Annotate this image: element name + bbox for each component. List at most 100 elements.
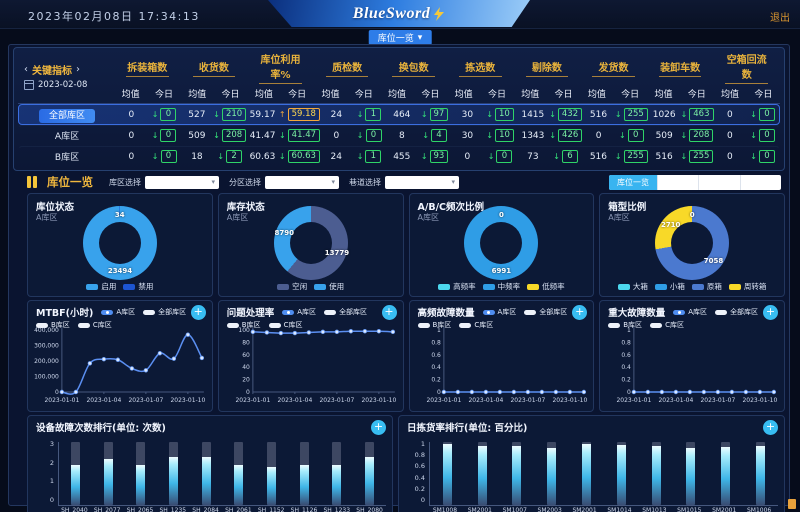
bar-column[interactable]: [92, 442, 125, 505]
svg-text:2023-01-07: 2023-01-07: [701, 397, 736, 404]
segment-option-1[interactable]: [657, 174, 698, 190]
prev-page-icon[interactable]: ‹: [24, 64, 28, 75]
bar-column[interactable]: [353, 442, 386, 505]
bar-chart-area[interactable]: 3 2 1 0 SH_2040 SH_2077 SH_2065 SH_1235 SH_2084 S…: [34, 440, 386, 512]
bar-column[interactable]: [604, 442, 639, 505]
kpi-row[interactable]: B库区 0 ↓ 0 18 ↓ 2 60.63 ↓ 60.63 24 ↓ 1 455 ↓ 93 0 ↓ 0 73 ↓ 6 51…: [18, 146, 780, 167]
donut-chart[interactable]: [82, 206, 157, 280]
bar-column[interactable]: [157, 442, 190, 505]
legend-item[interactable]: A库区: [101, 307, 135, 317]
legend-item[interactable]: C库区: [650, 320, 684, 330]
kpi-subheader-avg: 均值: [188, 90, 207, 100]
legend-item[interactable]: 全部库区: [324, 307, 367, 317]
trend-down-icon: ↓: [549, 110, 556, 119]
bar-column[interactable]: [288, 442, 321, 505]
legend-item[interactable]: 全部库区: [715, 307, 758, 317]
legend-item[interactable]: 大箱: [617, 281, 648, 292]
donut-chart[interactable]: [655, 206, 730, 280]
aisle-select[interactable]: ▾: [385, 175, 459, 189]
area-select[interactable]: ▾: [145, 175, 219, 189]
segment-option-2[interactable]: [698, 174, 739, 190]
bar-column[interactable]: [430, 442, 465, 505]
zone-select[interactable]: ▾: [265, 175, 339, 189]
segment-option-3[interactable]: [739, 174, 781, 190]
bar-column[interactable]: [674, 442, 709, 505]
donut-chart[interactable]: [273, 206, 348, 280]
expand-button[interactable]: +: [190, 305, 206, 320]
donut-chart[interactable]: [464, 206, 539, 280]
legend-item[interactable]: B库区: [36, 320, 70, 330]
bar-column[interactable]: [255, 442, 288, 505]
legend-item[interactable]: 低频率: [527, 281, 565, 292]
bar-column[interactable]: [569, 442, 604, 505]
bar-column[interactable]: [124, 442, 157, 505]
legend-item[interactable]: 高频率: [438, 281, 476, 292]
bar-column[interactable]: [743, 442, 778, 505]
legend-item[interactable]: 启用: [86, 281, 116, 292]
bar-track: [201, 442, 211, 505]
expand-button[interactable]: +: [763, 420, 778, 435]
legend-item[interactable]: 使用: [314, 281, 344, 292]
legend-item[interactable]: C库区: [77, 320, 112, 330]
legend-item[interactable]: A库区: [482, 307, 516, 317]
next-page-icon[interactable]: ›: [76, 64, 80, 75]
bar-chart-area[interactable]: 1 0.8 0.6 0.4 0.2 0 SM1008_ 1 SM2001_ 1 SM1007_ …: [405, 440, 778, 512]
kpi-today-value: ↓ 0: [148, 150, 181, 163]
bar-column[interactable]: [223, 442, 256, 505]
kpi-subheader-today: 今日: [621, 90, 640, 100]
axis-tick-label: 2: [49, 458, 54, 467]
datetime-display: 2023年02月08日 17:34:13: [28, 10, 200, 23]
svg-text:100: 100: [238, 327, 250, 334]
kpi-row[interactable]: 全部库区 0 ↓ 0 527 ↓ 210 59.17 ↑ 59.18 24 ↓ 1 464 ↓ 97 30 ↓ 10…: [18, 104, 780, 125]
line-chart-area[interactable]: 0 0.2 0.4 0.6 0.8 1 2023-01-01 2023-01-04 2023-0…: [412, 322, 592, 410]
legend-item[interactable]: A库区: [282, 307, 316, 317]
bar-column[interactable]: [59, 442, 92, 505]
bar-column[interactable]: [500, 442, 535, 505]
expand-button[interactable]: +: [572, 305, 588, 320]
donut-slice-value: 8790: [274, 229, 295, 238]
axis-tick-label: 1: [420, 440, 425, 448]
line-chart-area[interactable]: 0 0.2 0.4 0.6 0.8 1 2023-01-01 2023-01-04 2023-0…: [602, 322, 782, 410]
bar-column[interactable]: [190, 442, 223, 505]
svg-text:0.6: 0.6: [431, 352, 441, 359]
legend-item[interactable]: 全部库区: [143, 307, 186, 317]
legend-item[interactable]: B库区: [417, 320, 451, 330]
bar-column[interactable]: [708, 442, 743, 505]
date-picker[interactable]: 2023-02-08: [24, 80, 114, 90]
line-chart-area[interactable]: 0 100,000 200,000 300,000 400,000 2023-01-01 2…: [30, 322, 210, 410]
bar-column[interactable]: [465, 442, 500, 505]
kpi-metric-title: 拣选数: [458, 58, 502, 77]
legend-item[interactable]: 中频率: [482, 281, 520, 292]
legend-item[interactable]: 空闲: [277, 281, 307, 292]
tab-location-overview[interactable]: 库位一览 ▾: [368, 30, 432, 45]
legend-item[interactable]: 全部库区: [524, 307, 567, 317]
bar-category-label: SM1008_ 1: [432, 507, 461, 512]
panel-pick-rate-rank: 日拣货率排行(单位: 百分比) + 1 0.8 0.6 0.4 0.2 0 SM1008_ …: [398, 415, 785, 512]
bar-column[interactable]: [321, 442, 354, 505]
legend-item[interactable]: 小箱: [654, 281, 685, 292]
legend-item[interactable]: 禁用: [123, 281, 153, 292]
expand-button[interactable]: +: [371, 420, 386, 435]
bar-fill: [136, 465, 146, 505]
kpi-row[interactable]: A库区 0 ↓ 0 509 ↓ 208 41.47 ↓ 41.47 0 ↓ 0 8 ↓ 4 30 ↓ 10 1343 ↓…: [18, 125, 780, 146]
expand-button[interactable]: +: [381, 305, 397, 320]
legend-item[interactable]: C库区: [268, 320, 302, 330]
kpi-section-title: 关键指标: [32, 66, 72, 77]
legend-label: 原箱: [706, 282, 722, 291]
axis-tick-label: 0: [420, 495, 425, 504]
legend-item[interactable]: 原箱: [691, 281, 722, 292]
legend-item[interactable]: B库区: [226, 320, 261, 330]
legend-item[interactable]: B库区: [608, 320, 642, 330]
kpi-table: ‹ 关键指标 › 2023-02-08 拆装箱数 收货数 库位利用率% 质检数 换包数 拣…: [13, 47, 785, 171]
expand-button[interactable]: +: [763, 305, 778, 320]
kpi-subheader-today: 今日: [421, 90, 440, 100]
segment-location-overview[interactable]: 库位一览: [609, 174, 657, 190]
bar-column[interactable]: [639, 442, 674, 505]
legend-item[interactable]: A库区: [673, 307, 707, 317]
line-chart-area[interactable]: 0 20 40 60 80 100 2023-01-01 2023-01-04 2023-01-…: [221, 322, 401, 410]
bar-column[interactable]: [534, 442, 569, 505]
donut-chart-area: 23494 34: [82, 206, 157, 280]
logout-link[interactable]: 退出: [770, 13, 790, 24]
legend-item[interactable]: 周转箱: [728, 281, 766, 292]
legend-item[interactable]: C库区: [459, 320, 493, 330]
